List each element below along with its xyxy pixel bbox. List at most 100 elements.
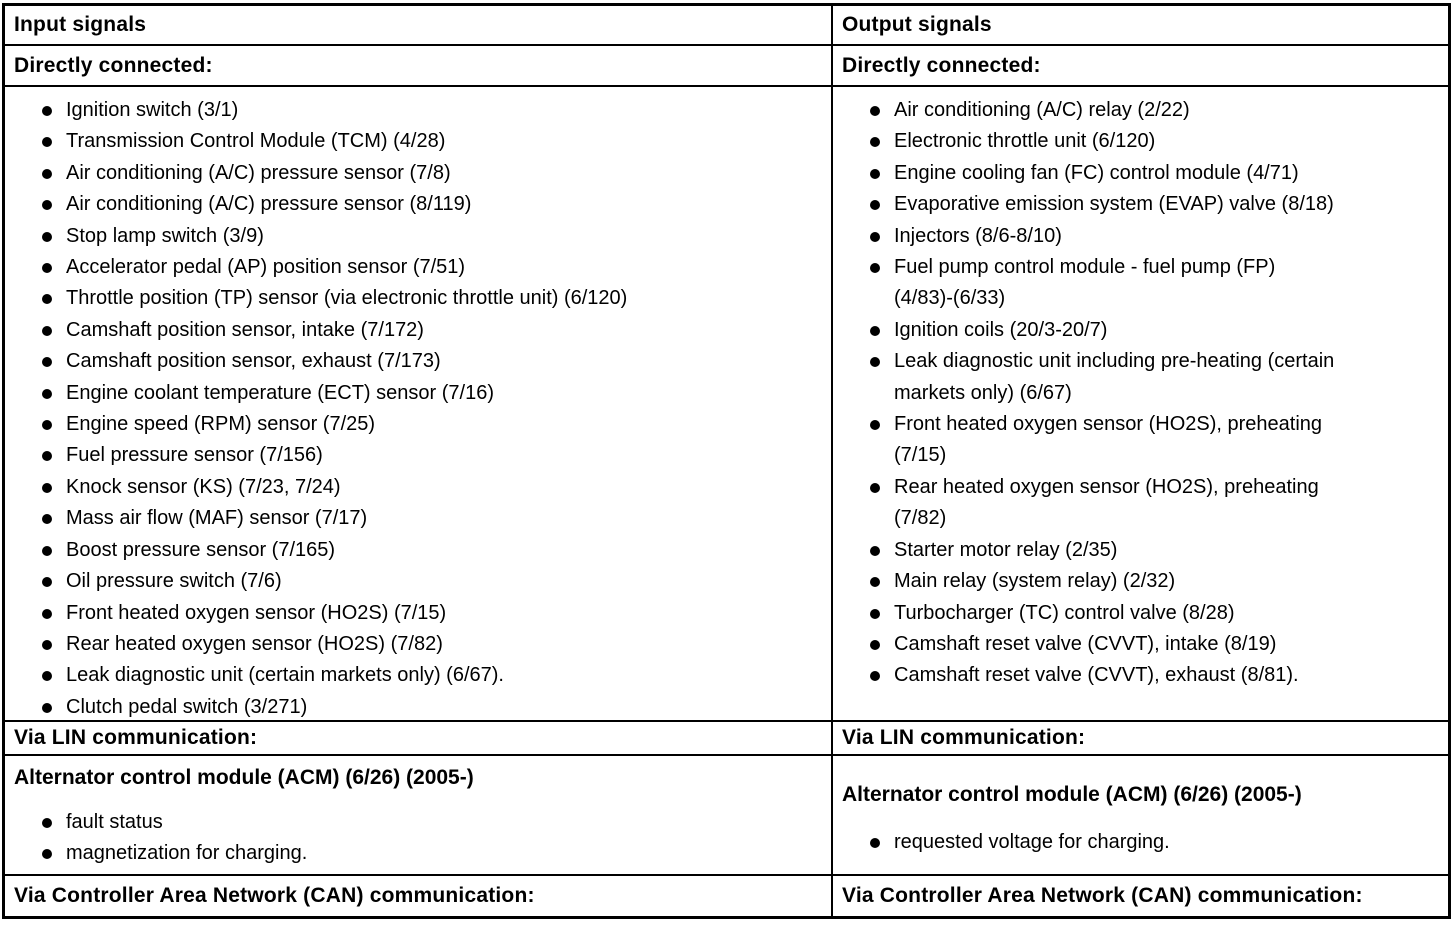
bullet-icon: [42, 137, 52, 148]
output-directly-connected-cell: Air conditioning (A/C) relay (2/22) Elect…: [833, 87, 1448, 722]
input-via-lin-label: Via LIN communication:: [5, 722, 833, 756]
input-acm-heading: Alternator control module (ACM) (6/26) (…: [14, 766, 474, 789]
bullet-icon: [870, 357, 880, 368]
output-acm-cell: Alternator control module (ACM) (6/26) (…: [833, 756, 1448, 876]
list-item: Front heated oxygen sensor (HO2S), prehe…: [870, 409, 1442, 472]
bullet-icon: [42, 388, 52, 399]
list-item: Air conditioning (A/C) pressure sensor (…: [42, 158, 825, 189]
list-item: magnetization for charging.: [42, 838, 825, 869]
list-item: Engine cooling fan (FC) control module (…: [870, 158, 1442, 189]
list-item-text: Camshaft reset valve (CVVT), exhaust (8/…: [894, 664, 1299, 687]
list-item-text: Rear heated oxygen sensor (HO2S), prehea…: [894, 475, 1319, 530]
list-item-text: Front heated oxygen sensor (HO2S), prehe…: [894, 413, 1323, 467]
bullet-icon: [42, 639, 52, 650]
bullet-icon: [870, 168, 880, 179]
list-item-text: Camshaft position sensor, exhaust (7/173…: [66, 350, 441, 373]
bullet-icon: [42, 451, 52, 462]
bullet-icon: [42, 577, 52, 588]
list-item: Ignition switch (3/1): [42, 95, 825, 126]
input-signals-header: Input signals: [5, 6, 833, 46]
bullet-icon: [870, 231, 880, 242]
bullet-icon: [42, 702, 52, 713]
bullet-icon: [42, 168, 52, 179]
output-acm-heading: Alternator control module (ACM) (6/26) (…: [842, 783, 1302, 806]
list-item-text: Air conditioning (A/C) pressure sensor (…: [66, 193, 472, 216]
list-item: Boost pressure sensor (7/165): [42, 535, 825, 566]
list-item-text: Accelerator pedal (AP) position sensor (…: [66, 256, 466, 279]
output-signal-list: Air conditioning (A/C) relay (2/22) Elect…: [833, 87, 1448, 692]
bullet-icon: [42, 818, 52, 828]
list-item: Throttle position (TP) sensor (via elect…: [42, 283, 825, 314]
bullet-icon: [42, 608, 52, 619]
list-item-text: fault status: [66, 811, 163, 833]
bullet-icon: [42, 106, 52, 116]
list-item-text: Mass air flow (MAF) sensor (7/17): [66, 507, 368, 530]
bullet-icon: [870, 671, 880, 682]
list-item: Camshaft position sensor, intake (7/172): [42, 315, 825, 346]
bullet-icon: [42, 231, 52, 242]
output-via-lin-label: Via LIN communication:: [833, 722, 1448, 756]
bullet-icon: [870, 639, 880, 650]
list-item: requested voltage for charging.: [870, 827, 1442, 858]
bullet-icon: [870, 420, 880, 431]
list-item: Knock sensor (KS) (7/23, 7/24): [42, 472, 825, 503]
list-item-text: Transmission Control Module (TCM) (4/28): [66, 130, 446, 153]
bullet-icon: [870, 106, 880, 116]
list-item-text: Rear heated oxygen sensor (HO2S) (7/82): [66, 632, 443, 655]
list-item-text: Starter motor relay (2/35): [894, 538, 1118, 561]
list-item: Clutch pedal switch (3/271): [42, 692, 825, 720]
input-acm-list: fault status magnetization for charging.: [5, 790, 831, 870]
bullet-icon: [42, 514, 52, 525]
list-item-text: Air conditioning (A/C) relay (2/22): [894, 99, 1190, 121]
bullet-icon: [42, 545, 52, 556]
bullet-icon: [42, 420, 52, 431]
list-item: Evaporative emission system (EVAP) valve…: [870, 189, 1442, 220]
list-item: Leak diagnostic unit (certain markets on…: [42, 660, 825, 691]
list-item: Ignition coils (20/3-20/7): [870, 315, 1442, 346]
list-item-text: Throttle position (TP) sensor (via elect…: [66, 287, 628, 310]
list-item-text: Evaporative emission system (EVAP) valve…: [894, 193, 1334, 216]
input-via-can-label: Via Controller Area Network (CAN) commun…: [5, 876, 833, 916]
list-item: Accelerator pedal (AP) position sensor (…: [42, 252, 825, 283]
list-item: Oil pressure switch (7/6): [42, 566, 825, 597]
list-item-text: Engine speed (RPM) sensor (7/25): [66, 413, 376, 436]
list-item-text: Injectors (8/6-8/10): [894, 224, 1062, 247]
output-acm-list: requested voltage for charging.: [833, 807, 1448, 858]
output-via-can-label: Via Controller Area Network (CAN) commun…: [842, 884, 1363, 907]
list-item-text: Ignition switch (3/1): [66, 99, 239, 121]
bullet-icon: [42, 357, 52, 368]
bullet-icon: [42, 482, 52, 493]
list-item: Leak diagnostic unit including pre-heati…: [870, 346, 1442, 409]
input-directly-connected-cell: Ignition switch (3/1) Transmission Contro…: [5, 87, 833, 722]
input-directly-connected-label: Directly connected:: [5, 46, 833, 87]
list-item: Engine speed (RPM) sensor (7/25): [42, 409, 825, 440]
list-item: Camshaft reset valve (CVVT), exhaust (8/…: [870, 660, 1442, 691]
list-item: Fuel pressure sensor (7/156): [42, 440, 825, 471]
list-item: Fuel pump control module - fuel pump (FP…: [870, 252, 1442, 315]
list-item-text: magnetization for charging.: [66, 842, 308, 865]
bullet-icon: [870, 482, 880, 493]
list-item: Engine coolant temperature (ECT) sensor …: [42, 378, 825, 409]
list-item: Stop lamp switch (3/9): [42, 221, 825, 252]
signals-table: Input signals Output signals Directly co…: [2, 3, 1451, 919]
bullet-icon: [870, 200, 880, 211]
list-item-text: Stop lamp switch (3/9): [66, 224, 264, 247]
input-acm-cell: Alternator control module (ACM) (6/26) (…: [5, 756, 833, 876]
list-item: Camshaft position sensor, exhaust (7/173…: [42, 346, 825, 377]
list-item-text: Ignition coils (20/3-20/7): [894, 318, 1108, 341]
list-item: fault status: [42, 807, 825, 838]
list-item-text: Oil pressure switch (7/6): [66, 570, 282, 593]
list-item-text: Fuel pump control module - fuel pump (FP…: [894, 256, 1276, 310]
list-item: Electronic throttle unit (6/120): [870, 126, 1442, 157]
list-item-text: Engine coolant temperature (ECT) sensor …: [66, 381, 494, 404]
list-item-text: Front heated oxygen sensor (HO2S) (7/15): [66, 601, 447, 624]
bullet-icon: [870, 137, 880, 148]
input-signal-list: Ignition switch (3/1) Transmission Contro…: [5, 87, 831, 720]
list-item-text: Boost pressure sensor (7/165): [66, 538, 336, 561]
bullet-icon: [42, 294, 52, 305]
list-item-text: Leak diagnostic unit including pre-heati…: [894, 350, 1335, 404]
list-item: Main relay (system relay) (2/32): [870, 566, 1442, 597]
list-item: Air conditioning (A/C) pressure sensor (…: [42, 189, 825, 220]
list-item: Air conditioning (A/C) relay (2/22): [870, 95, 1442, 126]
bullet-icon: [870, 545, 880, 556]
